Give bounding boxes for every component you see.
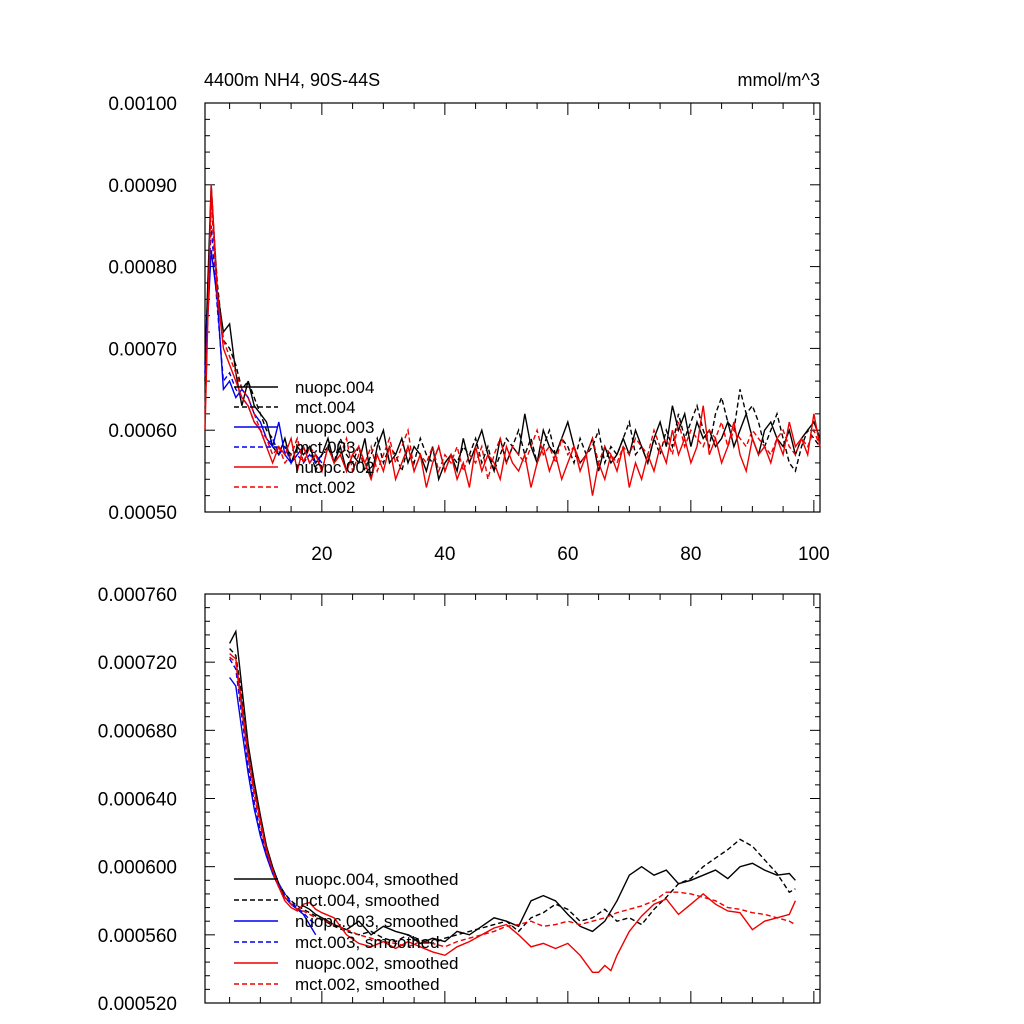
legend-label: mct.002	[295, 478, 355, 497]
x-tick-label: 80	[680, 544, 701, 565]
series-line-mct-004-smoothed	[229, 648, 796, 945]
axis-ticks	[205, 102, 820, 513]
x-tick-label: 60	[557, 544, 578, 565]
y-tick-label: 0.000760	[98, 585, 177, 606]
y-tick-label: 0.000520	[98, 994, 177, 1015]
series-line-mct-002-smoothed	[229, 656, 796, 948]
y-tick-label: 0.000720	[98, 653, 177, 674]
legend-label: nuopc.003	[295, 418, 374, 437]
legend-label: mct.003, smoothed	[295, 933, 440, 952]
legend: nuopc.004mct.004nuopc.003mct.003nuopc.00…	[234, 378, 374, 497]
y-tick-label: 0.00050	[108, 503, 177, 524]
y-tick-label: 0.000640	[98, 790, 177, 811]
x-tick-label: 20	[311, 544, 332, 565]
y-tick-label: 0.00070	[108, 339, 177, 360]
legend-label: mct.002, smoothed	[295, 975, 440, 994]
series-lines	[204, 184, 821, 496]
legend-label: mct.003	[295, 438, 355, 457]
legend-label: mct.004, smoothed	[295, 891, 440, 910]
y-tick-label: 0.00080	[108, 258, 177, 279]
series-line-nuopc-003-smoothed	[229, 677, 317, 936]
series-line-mct-002	[204, 201, 821, 480]
bottom-chart: 0.000520 0.000560 0.000600 0.000640 0.000680…	[98, 585, 821, 1015]
y-tick-label: 0.000600	[98, 858, 177, 879]
series-line-nuopc-002-smoothed	[229, 653, 797, 973]
x-tick-label: 100	[798, 544, 830, 565]
y-tick-label: 0.00060	[108, 421, 177, 442]
chart-title: 4400m NH4, 90S-44S	[204, 70, 380, 90]
y-tick-labels: 0.000520 0.000560 0.000600 0.000640 0.000680…	[98, 585, 177, 1015]
legend-label: nuopc.004	[295, 378, 374, 397]
legend-label: nuopc.002	[295, 458, 374, 477]
y-tick-label: 0.000560	[98, 926, 177, 947]
units-label: mmol/m^3	[738, 70, 820, 90]
axis-ticks	[205, 593, 820, 1004]
y-tick-label: 0.00100	[108, 94, 177, 115]
y-tick-label: 0.000680	[98, 721, 177, 742]
legend-label: mct.004	[295, 398, 355, 417]
series-lines	[228, 629, 797, 973]
y-tick-labels: 0.00050 0.00060 0.00070 0.00080 0.00090 0.001…	[108, 94, 177, 524]
plot-frame	[204, 102, 821, 513]
legend-label: nuopc.003, smoothed	[295, 912, 459, 931]
legend-label: nuopc.004, smoothed	[295, 870, 459, 889]
legend: nuopc.004, smoothed mct.004, smoothed nuop…	[234, 870, 459, 994]
x-tick-labels: 20 40 60 80 100	[311, 544, 829, 565]
y-tick-label: 0.00090	[108, 176, 177, 197]
top-chart: 4400m NH4, 90S-44S mmol/m^3 0.000500.000…	[108, 70, 829, 565]
series-line-nuopc-002	[204, 184, 821, 496]
x-tick-label: 40	[434, 544, 455, 565]
legend-label: nuopc.002, smoothed	[295, 954, 459, 973]
